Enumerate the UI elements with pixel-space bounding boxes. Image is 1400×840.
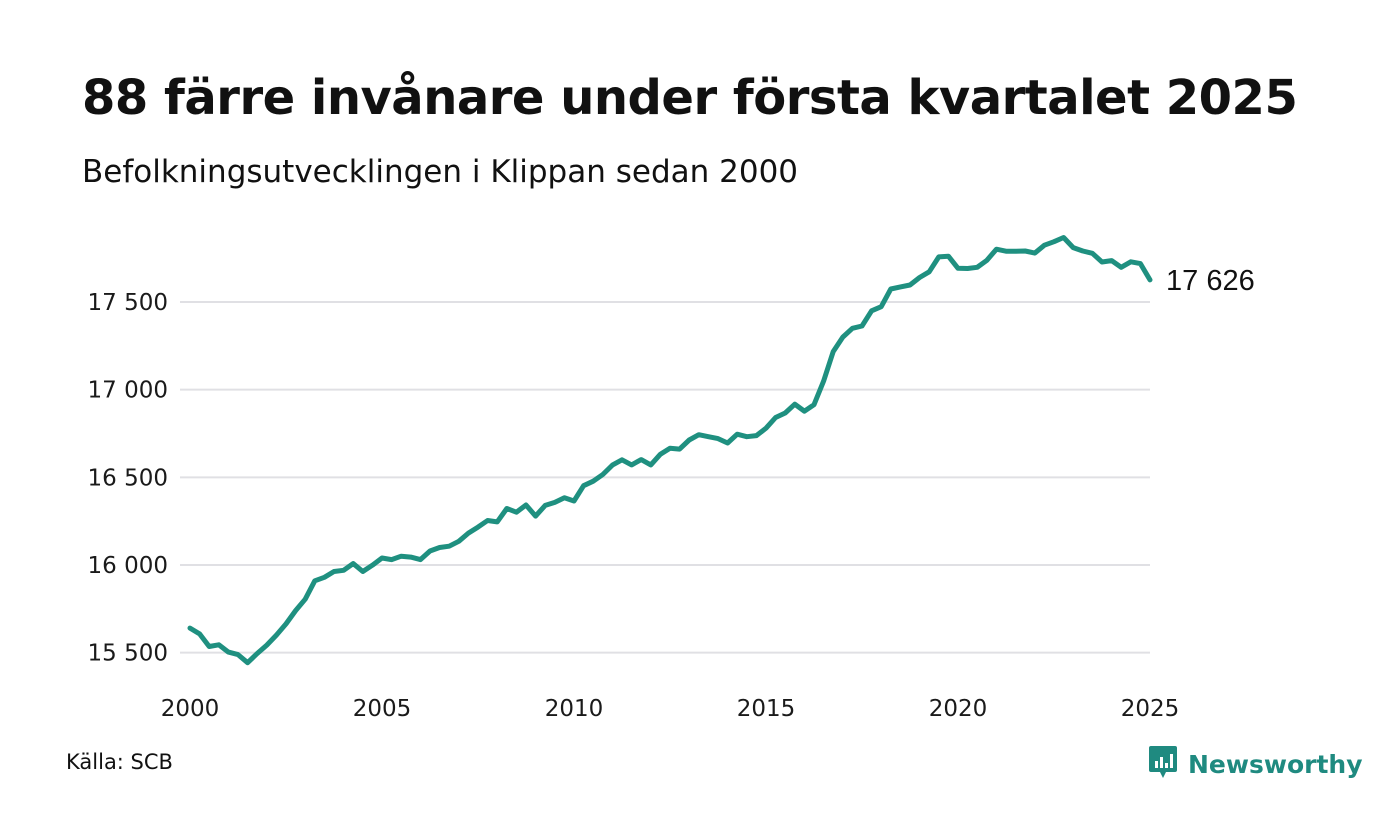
source-note: Källa: SCB	[66, 750, 173, 774]
x-tick-label: 2000	[161, 696, 220, 722]
x-tick-label: 2010	[545, 696, 604, 722]
y-tick-label: 16 000	[88, 553, 168, 579]
y-tick-label: 17 500	[88, 290, 168, 316]
chart-title: 88 färre invånare under första kvartalet…	[82, 70, 1298, 126]
series-line	[187, 235, 1153, 666]
brand-logo[interactable]: Newsworthy	[1148, 744, 1363, 784]
x-tick-label: 2020	[929, 696, 988, 722]
gridlines	[180, 301, 1150, 654]
brand-name: Newsworthy	[1188, 749, 1363, 779]
x-tick-label: 2015	[737, 696, 796, 722]
y-tick-label: 17 000	[88, 378, 168, 404]
end-label-group: 17 626	[1166, 265, 1255, 297]
x-tick-label: 2005	[353, 696, 412, 722]
bar-chart-speech-bubble-icon	[1148, 744, 1178, 784]
y-axis-ticks: 15 500 16 000 16 500 17 000 17 500	[88, 290, 168, 667]
y-tick-label: 15 500	[88, 641, 168, 667]
chart-subtitle: Befolkningsutvecklingen i Klippan sedan …	[82, 154, 799, 190]
y-tick-label: 16 500	[88, 465, 168, 491]
series-group	[187, 235, 1153, 666]
x-axis-ticks: 2000 2005 2010 2015 2020 2025	[161, 696, 1180, 722]
end-value-label: 17 626	[1166, 265, 1255, 297]
x-tick-label: 2025	[1121, 696, 1180, 722]
